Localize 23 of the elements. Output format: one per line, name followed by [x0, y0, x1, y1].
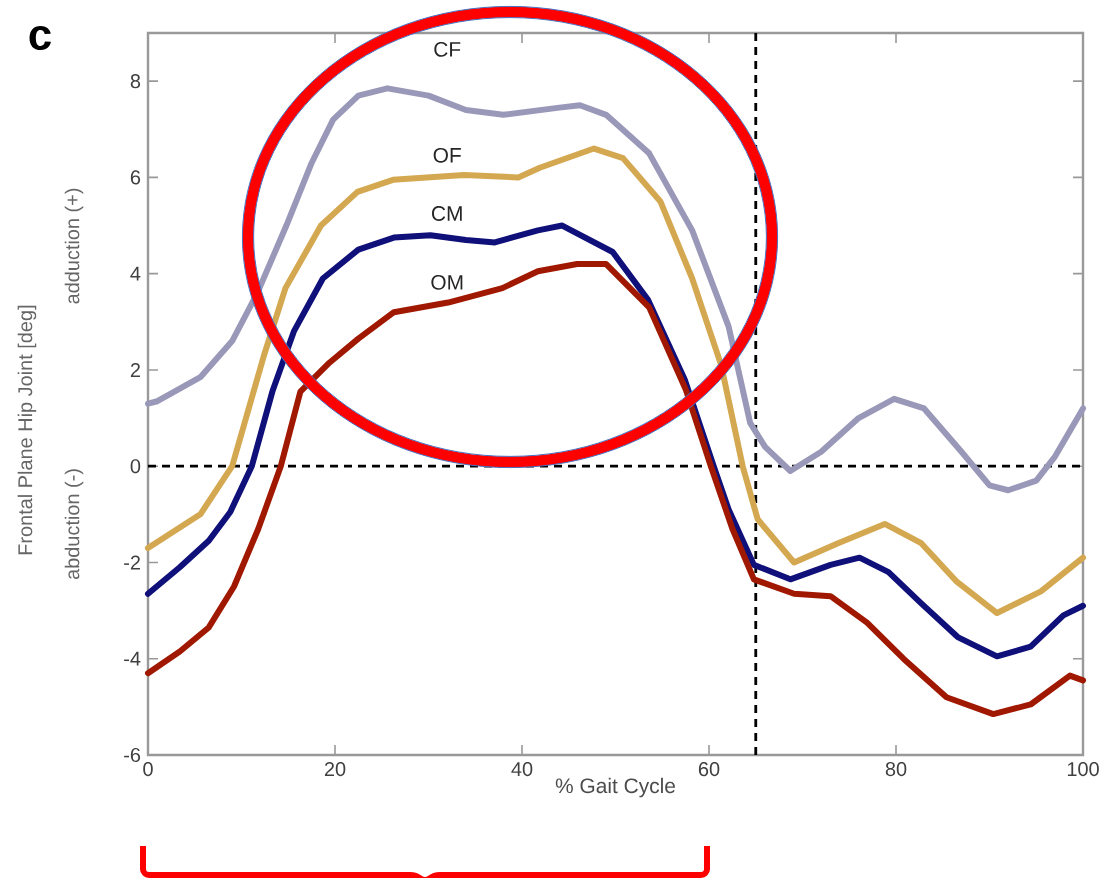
text: adduction (+) [64, 188, 84, 304]
y-tick-label: 6 [130, 170, 141, 185]
y-tick-label: -2 [124, 555, 140, 570]
x-axis-title: % Gait Cycle [555, 777, 675, 798]
series-label: OM [431, 274, 463, 290]
y-tick-label: -4 [124, 651, 141, 666]
y-tick-label: 2 [130, 362, 140, 377]
x-tick-label: 20 [324, 762, 346, 777]
text: c [29, 25, 51, 51]
y-tick-label: 0 [130, 459, 141, 474]
series-label: CF [434, 41, 461, 57]
y-tick-label: 8 [130, 74, 141, 89]
series-label: OF [433, 147, 461, 163]
x-tick-label: 80 [885, 762, 907, 777]
series-label: CM [432, 206, 462, 221]
x-tick-label: 60 [698, 762, 720, 777]
y-axis-title: Frontal Plane Hip Joint [deg] [17, 305, 37, 555]
x-tick-label: 0 [143, 762, 153, 777]
text: abduction (-) [64, 469, 84, 580]
x-tick-label: 100 [1067, 762, 1099, 777]
x-tick-label: 40 [511, 762, 533, 777]
y-tick-label: 4 [130, 266, 141, 281]
y-tick-label: -6 [124, 747, 141, 763]
